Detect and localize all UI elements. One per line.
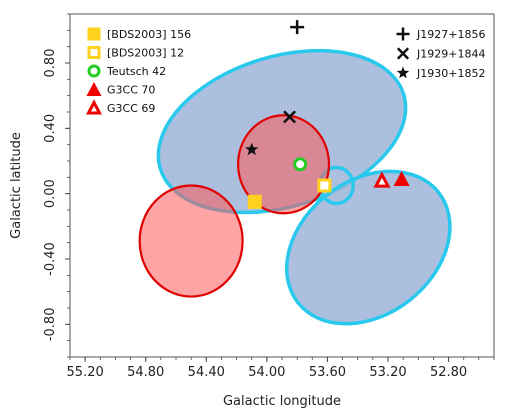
y-tick-label-1: 0.40	[43, 114, 58, 143]
x-axis-label: Galactic longitude	[223, 394, 341, 409]
legend-item-6: J1929+1844	[396, 47, 485, 61]
x-tick-label-0: 55.20	[67, 365, 104, 380]
legend-item-1: [BDS2003] 12	[87, 46, 184, 60]
data-point-open-circle-2	[293, 157, 308, 172]
tick-layer: 55.20 54.80 54.40 54.00 53.60 53.20 52.80 0.80 0…	[43, 13, 495, 380]
data-point-filled-square-0	[247, 194, 262, 209]
data-point-open-triangle-4	[373, 171, 391, 188]
x-tick-label-2: 54.40	[188, 365, 225, 380]
red-region-4	[236, 114, 331, 215]
legend-label-7: J1930+1852	[416, 67, 485, 80]
legend-label-4: G3CC 69	[107, 102, 155, 115]
legend-label-6: J1929+1844	[416, 48, 485, 61]
legend-label-5: J1927+1856	[416, 28, 485, 41]
legend-label-3: G3CC 70	[107, 84, 155, 97]
legend-item-4: G3CC 69	[86, 99, 155, 115]
y-axis-label: Galactic latitude	[9, 132, 24, 239]
legend-item-0: [BDS2003] 156	[87, 27, 191, 41]
y-tick-label-4: -0.80	[43, 308, 58, 342]
x-tick-label-6: 52.80	[430, 365, 467, 380]
legend-item-2: Teutsch 42	[87, 64, 166, 78]
legend-item-3: G3CC 70	[86, 82, 155, 97]
data-point-star-7	[245, 142, 259, 156]
data-point-cross-6	[283, 110, 297, 124]
marker-layer	[245, 20, 410, 209]
legend-item-5: J1927+1856	[396, 27, 485, 41]
x-tick-label-4: 53.60	[309, 365, 346, 380]
red-region-3	[138, 184, 244, 298]
x-tick-label-5: 53.20	[369, 365, 406, 380]
data-point-filled-triangle-3	[393, 170, 410, 186]
region-layer	[138, 48, 452, 326]
x-tick-label-1: 54.80	[127, 365, 164, 380]
legend: [BDS2003] 156 [BDS2003] 12 Teutsch 42 G3CC …	[86, 27, 485, 115]
y-tick-label-0: 0.80	[43, 49, 58, 78]
legend-label-1: [BDS2003] 12	[107, 47, 184, 60]
y-tick-label-3: -0.40	[43, 242, 58, 276]
legend-item-7: J1930+1852	[396, 66, 485, 80]
legend-label-2: Teutsch 42	[106, 65, 166, 78]
legend-label-0: [BDS2003] 156	[107, 28, 191, 41]
y-tick-label-2: 0.00	[43, 179, 58, 208]
x-tick-label-3: 54.00	[248, 365, 285, 380]
blue-region-1	[284, 169, 452, 326]
data-point-plus-5	[290, 20, 305, 35]
data-point-open-square-1	[317, 178, 332, 193]
